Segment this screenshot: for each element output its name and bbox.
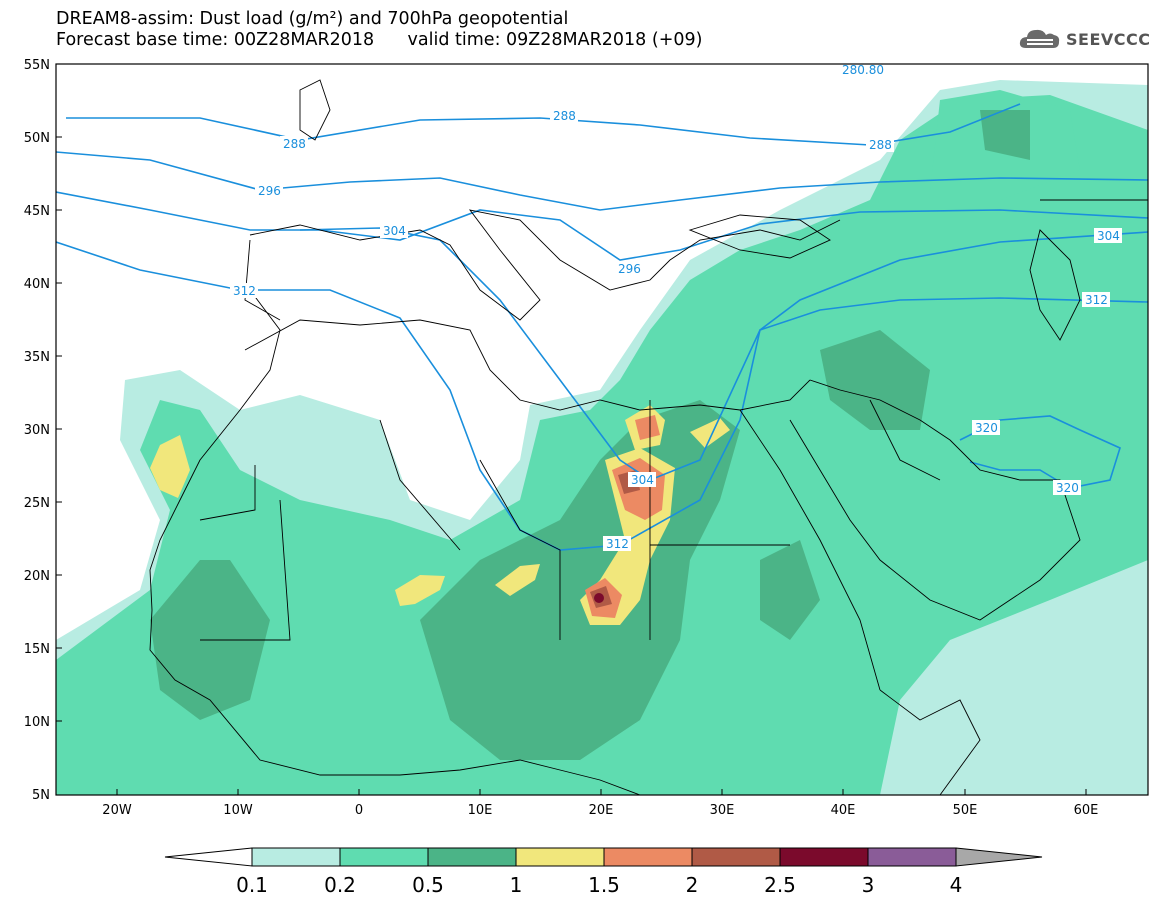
cloud-icon bbox=[1019, 29, 1060, 48]
colorbar-bin bbox=[867, 847, 957, 867]
contour-label: 312 bbox=[606, 537, 629, 551]
colorbar-label: 1.5 bbox=[588, 873, 620, 897]
colorbar-bin bbox=[515, 847, 605, 867]
contour-label: 304 bbox=[1097, 229, 1120, 243]
lat-tick-label: 20N bbox=[24, 569, 50, 584]
lon-tick-label: 10E bbox=[468, 803, 493, 818]
colorbar-label: 1 bbox=[510, 873, 523, 897]
lat-tick-label: 50N bbox=[24, 131, 50, 146]
contour-label: 288 bbox=[553, 109, 576, 123]
lon-tick-label: 0 bbox=[355, 803, 363, 818]
contour-label: 304 bbox=[383, 224, 406, 238]
logo-text: SEEVCCC bbox=[1066, 29, 1151, 49]
colorbar-bin bbox=[603, 847, 693, 867]
lat-tick-labels: 55N 50N 45N 40N 35N 30N 25N 20N 15N 10N … bbox=[24, 58, 50, 803]
contour-label: 288 bbox=[283, 137, 306, 151]
contour-label: 312 bbox=[1085, 293, 1108, 307]
colorbar bbox=[164, 847, 1043, 867]
colorbar-bin bbox=[339, 847, 429, 867]
lon-tick-labels: 20W 10W 0 10E 20E 30E 40E 50E 60E bbox=[102, 803, 1098, 818]
map-area bbox=[56, 64, 1148, 795]
lat-tick-label: 30N bbox=[24, 423, 50, 438]
contour-label: 280.80 bbox=[842, 63, 884, 77]
lat-tick-label: 55N bbox=[24, 58, 50, 73]
axis-ticks bbox=[56, 63, 1087, 795]
lat-tick-label: 5N bbox=[32, 788, 50, 803]
lat-tick-label: 15N bbox=[24, 642, 50, 657]
colorbar-bin bbox=[691, 847, 781, 867]
colorbar-bin bbox=[427, 847, 517, 867]
lon-tick-label: 20E bbox=[589, 803, 614, 818]
colorbar-label: 3 bbox=[862, 873, 875, 897]
contour-label: 312 bbox=[233, 284, 256, 298]
contour-label: 288 bbox=[869, 138, 892, 152]
dust-layer-2-5 bbox=[594, 593, 604, 603]
lat-tick-label: 35N bbox=[24, 350, 50, 365]
colorbar-label: 2 bbox=[686, 873, 699, 897]
coastlines bbox=[149, 79, 1148, 795]
contour-label: 320 bbox=[975, 421, 998, 435]
colorbar-bin bbox=[779, 847, 869, 867]
lon-tick-label: 50E bbox=[953, 803, 978, 818]
colorbar-label: 2.5 bbox=[764, 873, 796, 897]
contour-label: 296 bbox=[618, 262, 641, 276]
colorbar-label: 0.1 bbox=[236, 873, 268, 897]
contour-label: 296 bbox=[258, 184, 281, 198]
colorbar-high-arrow bbox=[955, 847, 1043, 867]
lat-tick-label: 10N bbox=[24, 715, 50, 730]
seevccc-logo: SEEVCCC bbox=[1018, 26, 1151, 52]
lon-tick-label: 20W bbox=[102, 803, 132, 818]
lon-tick-label: 60E bbox=[1074, 803, 1099, 818]
colorbar-label: 0.2 bbox=[324, 873, 356, 897]
lat-tick-label: 40N bbox=[24, 277, 50, 292]
lat-tick-label: 25N bbox=[24, 496, 50, 511]
colorbar-labels: 0.1 0.2 0.5 1 1.5 2 2.5 3 4 bbox=[236, 873, 962, 897]
colorbar-bin bbox=[251, 847, 341, 867]
contour-label: 304 bbox=[631, 473, 654, 487]
colorbar-label: 0.5 bbox=[412, 873, 444, 897]
contour-labels: 288 288 288 296 296 304 304 304 312 312 … bbox=[230, 63, 1122, 551]
colorbar-label: 4 bbox=[950, 873, 963, 897]
colorbar-low-arrow bbox=[164, 847, 253, 867]
lat-tick-label: 45N bbox=[24, 204, 50, 219]
map-title-line-1: DREAM8-assim: Dust load (g/m²) and 700hP… bbox=[56, 9, 569, 29]
contour-label: 320 bbox=[1056, 481, 1079, 495]
lon-tick-label: 30E bbox=[710, 803, 735, 818]
map-title-line-2: Forecast base time: 00Z28MAR2018 valid t… bbox=[56, 30, 703, 50]
lon-tick-label: 10W bbox=[223, 803, 253, 818]
lon-tick-label: 40E bbox=[831, 803, 856, 818]
